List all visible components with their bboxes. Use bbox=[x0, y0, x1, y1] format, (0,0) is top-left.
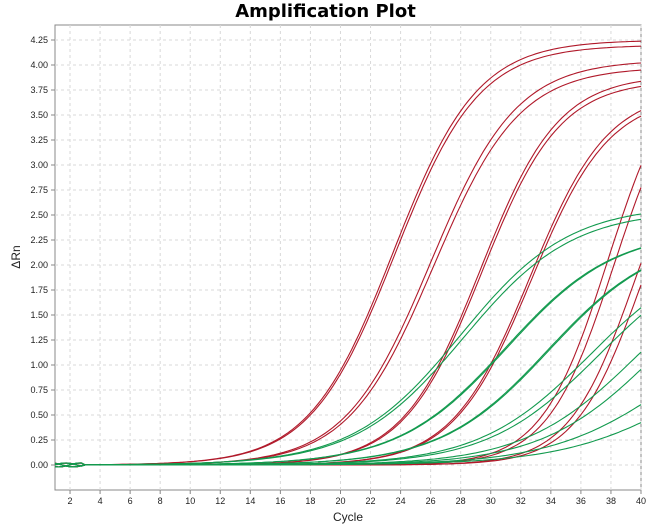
y-tick-label: 4.00 bbox=[30, 60, 48, 70]
x-tick-label: 6 bbox=[128, 496, 133, 506]
y-axis-ticks: 0.00 0.25 0.50 0.75 1.00 1.25 1.50 1.75 2.00 2.25… bbox=[30, 35, 55, 470]
x-tick-label: 40 bbox=[636, 496, 646, 506]
x-tick-label: 4 bbox=[98, 496, 103, 506]
series-line-green-24 bbox=[54, 422, 642, 467]
y-tick-label: 2.75 bbox=[30, 185, 48, 195]
x-tick-label: 38 bbox=[606, 496, 616, 506]
y-tick-label: 2.00 bbox=[30, 260, 48, 270]
y-tick-label: 0.75 bbox=[30, 385, 48, 395]
x-tick-label: 28 bbox=[456, 496, 466, 506]
y-tick-label: 0.00 bbox=[30, 460, 48, 470]
x-tick-label: 10 bbox=[185, 496, 195, 506]
x-tick-label: 8 bbox=[158, 496, 163, 506]
x-tick-label: 16 bbox=[275, 496, 285, 506]
x-tick-label: 30 bbox=[486, 496, 496, 506]
x-tick-label: 20 bbox=[335, 496, 345, 506]
y-tick-label: 4.25 bbox=[30, 35, 48, 45]
y-tick-label: 1.00 bbox=[30, 360, 48, 370]
y-tick-label: 0.50 bbox=[30, 410, 48, 420]
x-tick-label: 36 bbox=[576, 496, 586, 506]
x-tick-label: 2 bbox=[68, 496, 73, 506]
series-lines bbox=[54, 40, 642, 468]
x-tick-label: 18 bbox=[305, 496, 315, 506]
x-axis-title: Cycle bbox=[333, 510, 363, 524]
y-tick-label: 3.25 bbox=[30, 135, 48, 145]
x-tick-label: 26 bbox=[426, 496, 436, 506]
y-tick-label: 3.00 bbox=[30, 160, 48, 170]
y-tick-label: 3.50 bbox=[30, 110, 48, 120]
y-tick-label: 2.50 bbox=[30, 210, 48, 220]
chart-title: Amplification Plot bbox=[235, 1, 416, 22]
x-tick-label: 24 bbox=[396, 496, 406, 506]
y-tick-label: 1.75 bbox=[30, 285, 48, 295]
x-tick-label: 12 bbox=[215, 496, 225, 506]
x-tick-label: 14 bbox=[245, 496, 255, 506]
y-tick-label: 3.75 bbox=[30, 85, 48, 95]
x-axis-ticks: 2 4 6 8 10 12 14 16 18 20 22 24 26 28 30 32 34 36 38 40 bbox=[68, 490, 646, 506]
plot-area bbox=[54, 24, 642, 491]
x-tick-label: 32 bbox=[516, 496, 526, 506]
y-tick-label: 1.25 bbox=[30, 335, 48, 345]
grid-lines bbox=[55, 25, 642, 490]
y-tick-label: 0.25 bbox=[30, 435, 48, 445]
y-tick-label: 1.50 bbox=[30, 310, 48, 320]
y-tick-label: 2.25 bbox=[30, 235, 48, 245]
x-tick-label: 34 bbox=[546, 496, 556, 506]
y-axis-title: ΔRn bbox=[9, 245, 23, 268]
x-tick-label: 22 bbox=[366, 496, 376, 506]
